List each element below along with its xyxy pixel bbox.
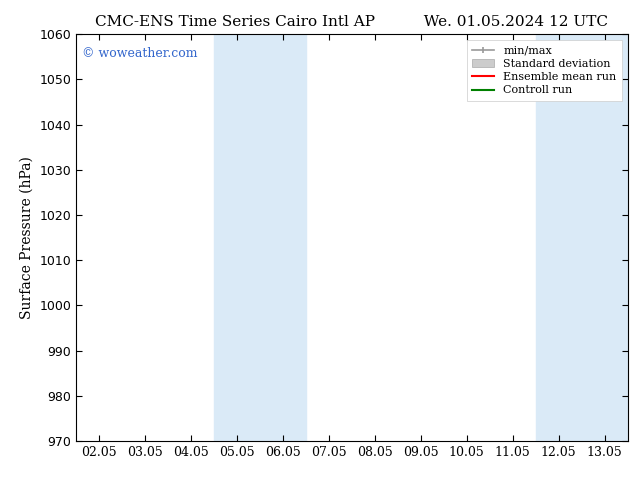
Bar	[536, 34, 628, 441]
Legend: min/max, Standard deviation, Ensemble mean run, Controll run: min/max, Standard deviation, Ensemble me…	[467, 40, 622, 101]
Text: © woweather.com: © woweather.com	[82, 47, 197, 59]
Y-axis label: Surface Pressure (hPa): Surface Pressure (hPa)	[20, 156, 34, 319]
Bar	[214, 34, 306, 441]
Title: CMC-ENS Time Series Cairo Intl AP          We. 01.05.2024 12 UTC: CMC-ENS Time Series Cairo Intl AP We. 01…	[95, 15, 609, 29]
